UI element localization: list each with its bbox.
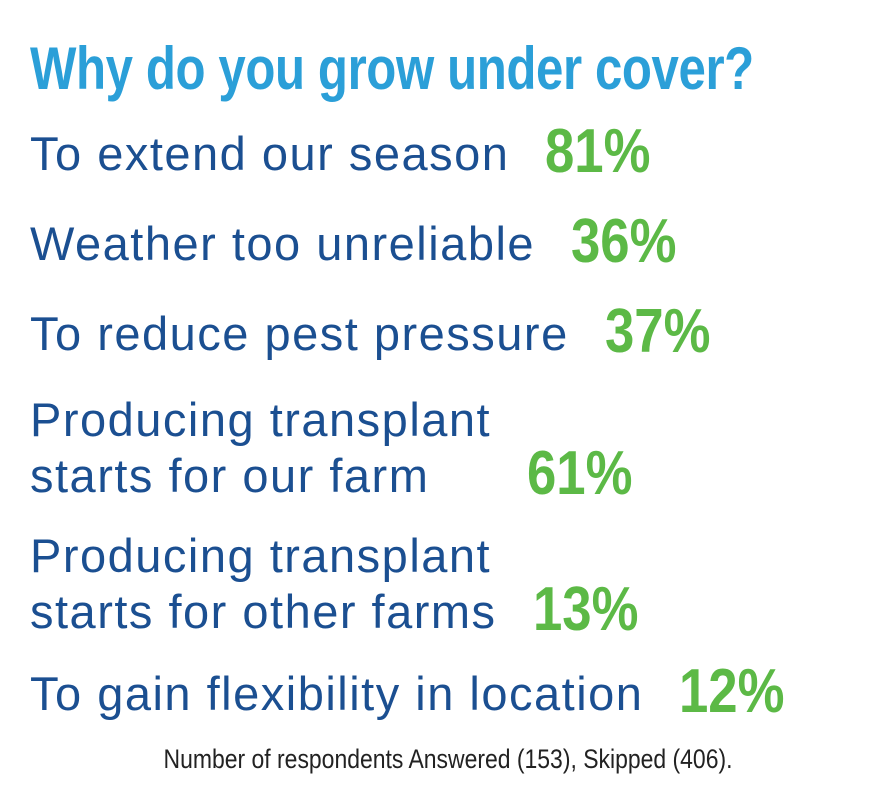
item-percent: 13% bbox=[532, 575, 639, 644]
label-line: To reduce pest pressure bbox=[30, 307, 569, 360]
item-row: To extend our season 81% bbox=[30, 117, 670, 186]
footnote: Number of respondents Answered (153), Sk… bbox=[163, 744, 733, 774]
item-label: To reduce pest pressure bbox=[30, 306, 569, 362]
label-line: To extend our season bbox=[30, 127, 510, 180]
item-percent: 36% bbox=[571, 207, 677, 276]
item-label: Weather too unreliable bbox=[30, 216, 535, 272]
label-line: starts for our farm bbox=[30, 449, 430, 502]
label-line: Weather too unreliable bbox=[30, 217, 536, 270]
item-row: To reduce pest pressure 37% bbox=[30, 297, 729, 366]
item-label: Producing transplant starts for our farm bbox=[30, 392, 491, 504]
item-label: To gain flexibility in location bbox=[30, 666, 643, 722]
item-percent: 12% bbox=[679, 657, 785, 726]
item-row: Weather too unreliable 36% bbox=[30, 207, 695, 276]
label-line: Producing transplant bbox=[30, 393, 492, 446]
item-label: Producing transplant starts for other far… bbox=[30, 528, 497, 640]
item-row: To gain flexibility in location 12% bbox=[30, 657, 804, 726]
item-label: To extend our season bbox=[30, 126, 509, 182]
label-line: To gain flexibility in location bbox=[30, 667, 644, 720]
item-row: Producing transplant starts for our farm 6… bbox=[30, 392, 651, 508]
item-percent: 81% bbox=[545, 117, 651, 186]
item-percent: 61% bbox=[527, 439, 633, 508]
label-line: Producing transplant bbox=[30, 529, 492, 582]
title: Why do you grow under cover? bbox=[30, 35, 754, 102]
item-row: Producing transplant starts for other far… bbox=[30, 528, 657, 644]
item-percent: 37% bbox=[604, 297, 711, 366]
label-line: starts for other farms bbox=[30, 585, 497, 638]
